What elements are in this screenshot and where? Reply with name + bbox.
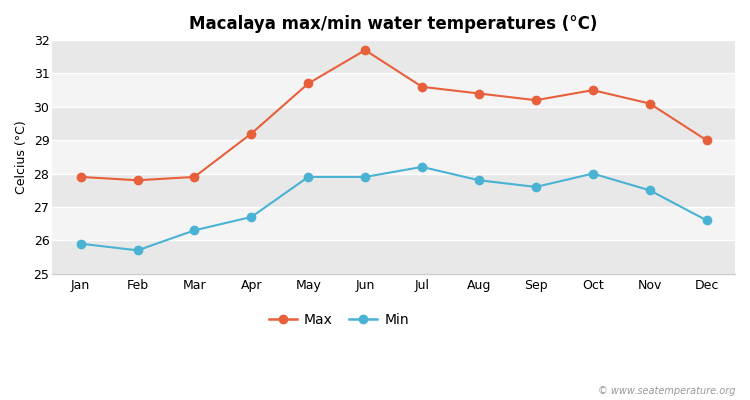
Title: Macalaya max/min water temperatures (°C): Macalaya max/min water temperatures (°C): [190, 15, 598, 33]
Bar: [53, 240, 735, 274]
Bar: [53, 74, 735, 107]
Bar: [53, 140, 735, 174]
Bar: [53, 174, 735, 207]
Bar: [53, 207, 735, 240]
Bar: [53, 40, 735, 74]
Y-axis label: Celcius (°C): Celcius (°C): [15, 120, 28, 194]
Bar: [53, 107, 735, 140]
Legend: Max, Min: Max, Min: [263, 307, 414, 332]
Text: © www.seatemperature.org: © www.seatemperature.org: [598, 386, 735, 396]
